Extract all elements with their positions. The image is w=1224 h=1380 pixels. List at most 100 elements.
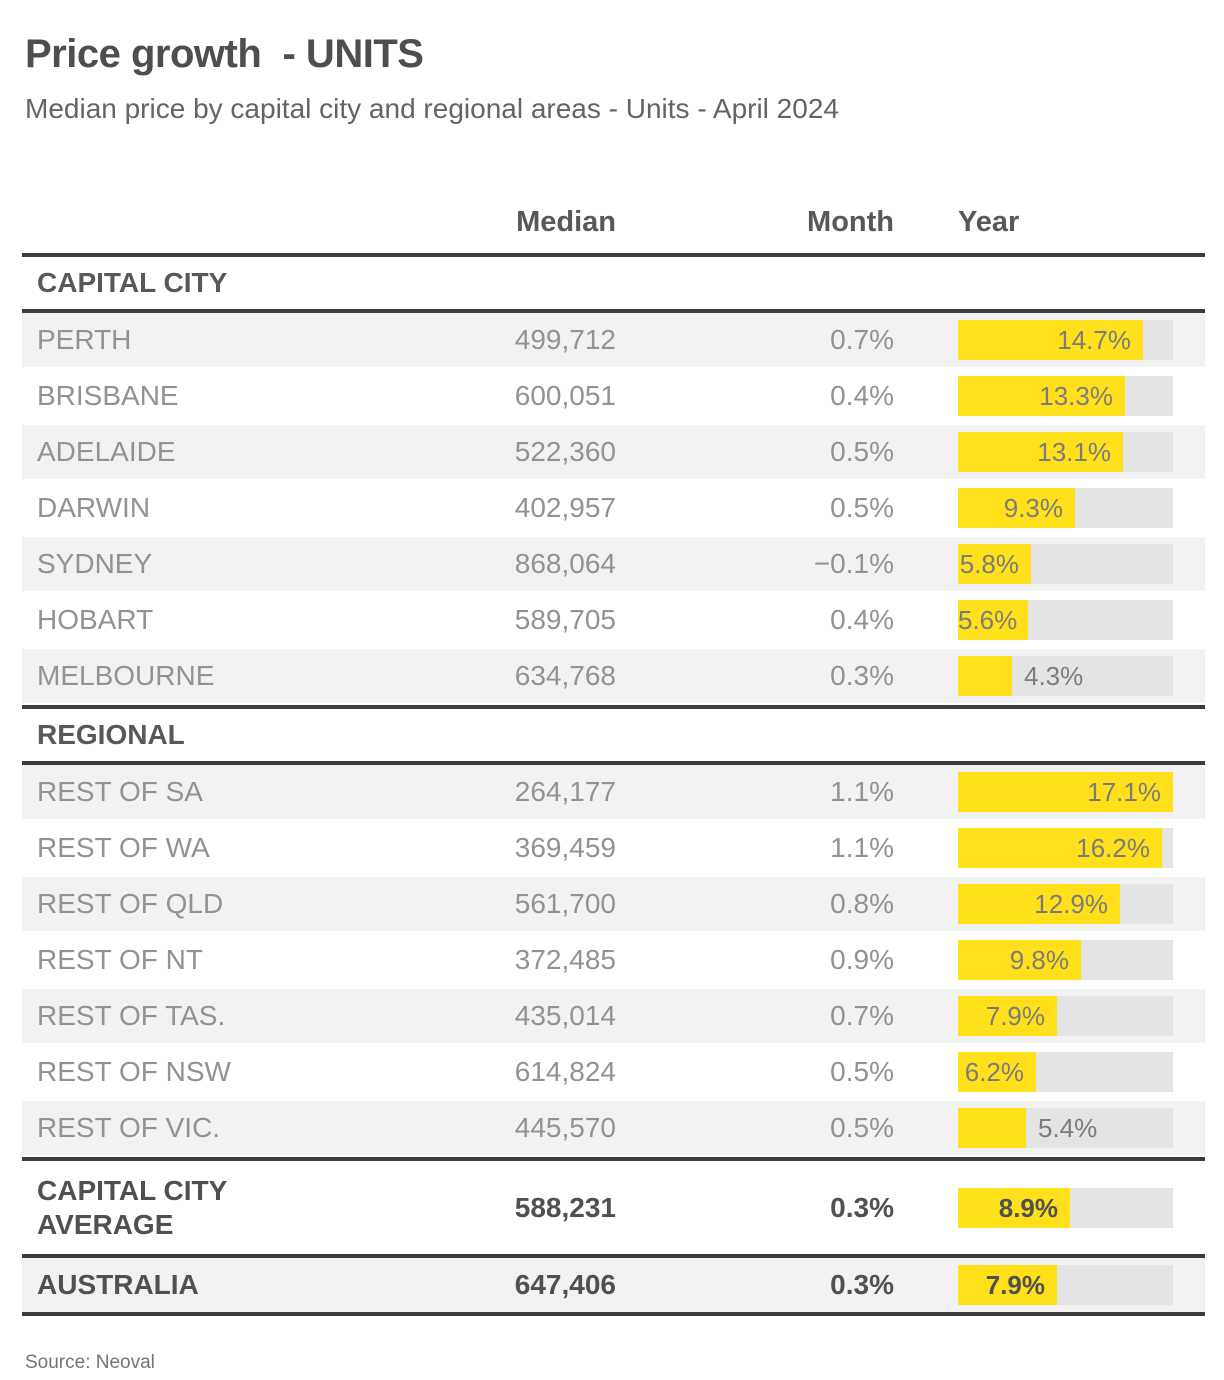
year-bar-cell: 7.9% <box>894 1265 1205 1305</box>
year-bar-cell: 9.3% <box>894 488 1205 528</box>
year-bar-fill <box>958 1052 1036 1092</box>
region-label: REST OF SA <box>37 776 203 807</box>
column-header-month: Month <box>807 206 894 238</box>
month-value: 0.9% <box>830 944 894 975</box>
region-label: HOBART <box>37 604 154 635</box>
year-bar-label: 12.9% <box>1034 889 1108 919</box>
table-row: HOBART 589,705 0.4% 5.6% <box>22 593 1205 649</box>
year-bar-label: 7.9% <box>985 1270 1045 1300</box>
month-value: 0.5% <box>830 492 894 523</box>
year-bar-track: 8.9% <box>958 1187 1173 1228</box>
table-row: REST OF NT 372,485 0.9% 9.8% <box>22 933 1205 989</box>
year-bar-track: 5.8% <box>958 544 1173 584</box>
table-row: REST OF SA 264,177 1.1% 17.1% <box>22 765 1205 821</box>
year-bar-cell: 7.9% <box>894 996 1205 1036</box>
median-value: 647,406 <box>514 1269 616 1300</box>
month-value: 0.7% <box>830 1000 894 1031</box>
summary-rows: CAPITAL CITY AVERAGE 588,231 0.3% 8.9% AUSTR… <box>22 1161 1205 1316</box>
month-value: 0.8% <box>830 888 894 919</box>
year-bar-cell: 12.9% <box>894 884 1205 924</box>
table-row: PERTH 499,712 0.7% 14.7% <box>22 313 1205 369</box>
section-end-divider <box>22 1157 1205 1161</box>
price-growth-table: Median Month Year CAPITAL CITY PERTH 499,7… <box>22 175 1205 1316</box>
month-value: 1.1% <box>830 832 894 863</box>
column-header-row: Median Month Year <box>22 175 1205 253</box>
year-bar-fill <box>958 1108 1026 1148</box>
median-value: 445,570 <box>514 1112 616 1143</box>
header-divider <box>22 253 1205 257</box>
year-bar-track: 7.9% <box>958 1265 1173 1305</box>
year-bar-fill <box>958 600 1028 640</box>
year-bar-label: 7.9% <box>985 1001 1045 1031</box>
column-header-year: Year <box>958 206 1020 238</box>
year-bar-cell: 5.8% <box>894 544 1205 584</box>
table-row: DARWIN 402,957 0.5% 9.3% <box>22 481 1205 537</box>
page-subtitle: Median price by capital city and regiona… <box>25 93 839 124</box>
year-bar-fill <box>958 996 1057 1036</box>
region-label: REST OF NSW <box>37 1056 231 1087</box>
section-end-divider <box>22 705 1205 709</box>
month-value: 0.5% <box>830 1056 894 1087</box>
table-row: REST OF WA 369,459 1.1% 16.2% <box>22 821 1205 877</box>
median-value: 589,705 <box>514 604 616 635</box>
region-label: MELBOURNE <box>37 660 215 691</box>
year-bar-cell: 6.2% <box>894 1052 1205 1092</box>
year-bar-fill <box>958 772 1173 812</box>
region-label: REST OF TAS. <box>37 1000 226 1031</box>
region-label: REST OF QLD <box>37 888 224 919</box>
year-bar-cell: 5.4% <box>894 1108 1205 1148</box>
table-row: REST OF NSW 614,824 0.5% 6.2% <box>22 1045 1205 1101</box>
year-bar-track: 9.8% <box>958 940 1173 980</box>
median-value: 588,231 <box>514 1191 616 1223</box>
month-value: 0.4% <box>830 604 894 635</box>
month-value: 0.3% <box>830 1191 894 1223</box>
year-bar-label: 14.7% <box>1057 325 1131 355</box>
table-row: REST OF VIC. 445,570 0.5% 5.4% <box>22 1101 1205 1157</box>
region-label: ADELAIDE <box>37 436 176 467</box>
section-header-capital-city: CAPITAL CITY <box>37 267 228 298</box>
year-bar-track: 12.9% <box>958 884 1173 924</box>
month-value: 0.4% <box>830 380 894 411</box>
year-bar-track: 6.2% <box>958 1052 1173 1092</box>
year-bar-fill <box>958 1265 1057 1305</box>
year-bar-label: 4.3% <box>1024 661 1084 691</box>
year-bar-label: 5.8% <box>959 549 1019 579</box>
median-value: 372,485 <box>514 944 616 975</box>
table-sections: CAPITAL CITY PERTH 499,712 0.7% 14.7% BRISBAN… <box>22 257 1205 1161</box>
month-value: 0.3% <box>830 660 894 691</box>
year-bar-label: 16.2% <box>1076 833 1150 863</box>
summary-divider <box>22 1254 1205 1258</box>
median-value: 634,768 <box>514 660 616 691</box>
column-header-median: Median <box>516 206 616 238</box>
table-row: SYDNEY 868,064 −0.1% 5.8% <box>22 537 1205 593</box>
month-value: 0.5% <box>830 1112 894 1143</box>
year-bar-label: 13.1% <box>1037 437 1111 467</box>
year-bar-label: 6.2% <box>964 1057 1024 1087</box>
year-bar-label: 8.9% <box>998 1192 1058 1223</box>
table-row: AUSTRALIA 647,406 0.3% 7.9% <box>22 1258 1205 1312</box>
table-row: CAPITAL CITY AVERAGE 588,231 0.3% 8.9% <box>22 1161 1205 1254</box>
year-bar-fill <box>958 884 1120 924</box>
year-bar-fill <box>958 828 1162 868</box>
page-title: Price growth - UNITS <box>25 32 424 76</box>
region-label: REST OF VIC. <box>37 1112 221 1143</box>
median-value: 264,177 <box>514 776 616 807</box>
year-bar-track: 9.3% <box>958 488 1173 528</box>
year-bar-cell: 13.1% <box>894 432 1205 472</box>
year-bar-label: 9.8% <box>1009 945 1069 975</box>
table-row: REST OF TAS. 435,014 0.7% 7.9% <box>22 989 1205 1045</box>
year-bar-fill <box>958 432 1123 472</box>
year-bar-track: 4.3% <box>958 656 1173 696</box>
median-value: 868,064 <box>514 548 616 579</box>
year-bar-cell: 9.8% <box>894 940 1205 980</box>
summary-divider <box>22 1312 1205 1316</box>
median-value: 614,824 <box>514 1056 616 1087</box>
year-bar-track: 17.1% <box>958 772 1173 812</box>
year-bar-cell: 8.9% <box>894 1187 1205 1228</box>
median-value: 600,051 <box>514 380 616 411</box>
region-label: AUSTRALIA <box>37 1269 199 1300</box>
table-row: REST OF QLD 561,700 0.8% 12.9% <box>22 877 1205 933</box>
table-row: BRISBANE 600,051 0.4% 13.3% <box>22 369 1205 425</box>
region-label: DARWIN <box>37 492 151 523</box>
